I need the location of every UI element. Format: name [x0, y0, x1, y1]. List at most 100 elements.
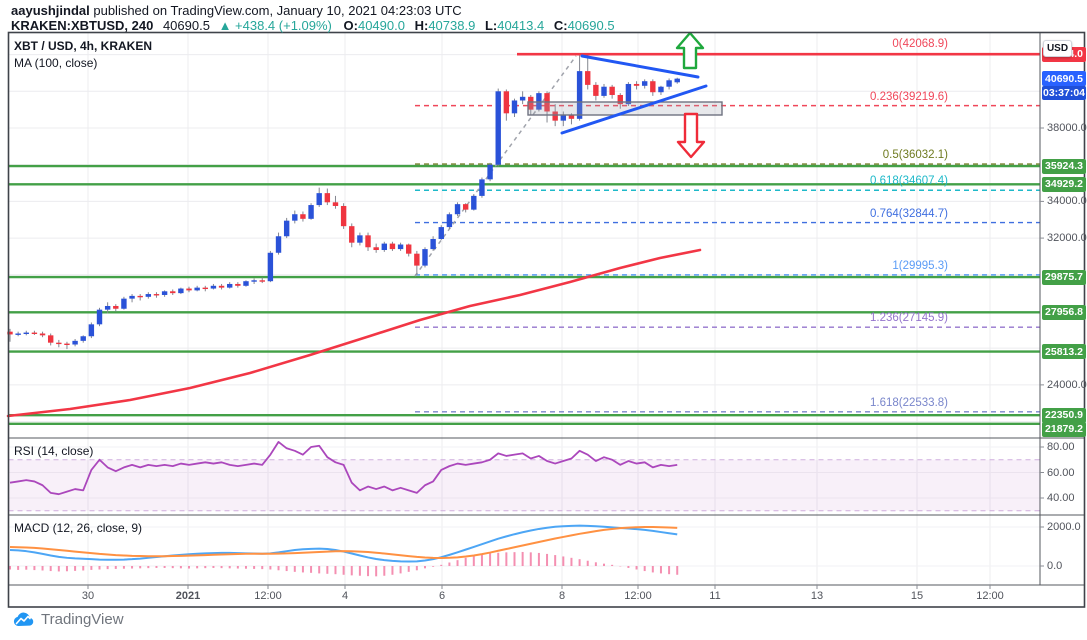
candle-body [397, 244, 404, 250]
time-tick-label[interactable]: 8 [558, 590, 566, 602]
low-value: 40413.4 [497, 18, 545, 33]
candle-body [113, 305, 119, 309]
candle-body [601, 86, 607, 96]
candle-body [31, 332, 38, 334]
rsi-tick-label: 60.00 [1047, 466, 1075, 479]
time-tick-label[interactable]: 15 [910, 590, 924, 602]
candle-body [283, 220, 290, 237]
price-change: ▲ +438.4 (+1.09%) [218, 18, 332, 33]
bar-countdown-label: 03:37:04 [1042, 86, 1086, 101]
candle-body [625, 83, 632, 105]
support-price-label: 22350.9 [1042, 407, 1086, 423]
candle-body [446, 214, 453, 228]
candle-body [308, 205, 314, 219]
candle-body [218, 285, 225, 288]
tradingview-logo[interactable]: TradingView [12, 611, 124, 628]
tradingview-logo-text: TradingView [41, 611, 124, 628]
time-tick-label[interactable]: 30 [81, 590, 95, 602]
candle-body [666, 80, 672, 87]
close-value: 40690.5 [567, 18, 615, 33]
time-tick-label[interactable]: 6 [438, 590, 446, 602]
support-price-label: 29875.7 [1042, 269, 1086, 285]
rsi-line [9, 440, 678, 496]
candle-body [414, 253, 420, 266]
rsi-legend[interactable]: RSI (14, close) [14, 444, 94, 458]
time-tick-label[interactable]: 12:00 [624, 590, 652, 602]
chart-legend-symbol[interactable]: XBT / USD, 4h, KRAKEN [14, 39, 153, 53]
ohlc-line: KRAKEN:XBTUSD, 240 40690.5 ▲ +438.4 (+1.… [11, 18, 615, 33]
candle-body [56, 342, 62, 345]
candle-body [430, 239, 436, 250]
candle-body [511, 100, 518, 114]
candle-body [422, 249, 428, 266]
candle-body [479, 179, 485, 196]
time-tick-label[interactable]: 4 [341, 590, 349, 602]
breakdown-down-arrow [676, 112, 706, 159]
candle-body [121, 298, 127, 309]
candle-body [39, 333, 46, 336]
fib-level-label: 0(42068.9) [892, 38, 948, 51]
candle-body [495, 91, 501, 165]
high-value: 40738.9 [428, 18, 476, 33]
candle-body [137, 295, 143, 298]
high-label: H: [414, 18, 429, 33]
rsi-tick-label: 40.00 [1047, 492, 1075, 504]
candle-body [617, 94, 623, 105]
chart-legend-ma[interactable]: MA (100, close) [14, 56, 98, 70]
candle-body [194, 287, 200, 291]
price-tick-label: 32000.0 [1047, 232, 1087, 245]
time-tick-label[interactable]: 12:00 [976, 590, 1004, 602]
candle-body [64, 343, 70, 345]
candle-body [324, 193, 331, 203]
candle-body [609, 86, 615, 95]
candle-body [275, 236, 282, 253]
time-tick-label[interactable]: 13 [810, 590, 824, 602]
candle-body [560, 115, 567, 121]
support-price-label: 27956.8 [1042, 304, 1086, 320]
candle-body [519, 96, 526, 101]
time-tick-label[interactable]: 12:00 [254, 590, 282, 602]
candle-body [129, 295, 135, 299]
rsi-tick-label: 80.00 [1047, 441, 1075, 453]
support-price-label: 34929.2 [1042, 176, 1086, 192]
fib-level-label: 0.618(34607.4) [869, 175, 948, 188]
candle-body [170, 291, 176, 294]
macd-legend[interactable]: MACD (12, 26, close, 9) [14, 521, 143, 535]
currency-toggle-button[interactable]: USD [1043, 40, 1072, 57]
fib-level-label: 1(29995.3) [892, 259, 948, 272]
publish-line: aayushjindal published on TradingView.co… [11, 3, 462, 18]
macd-signal-line [9, 526, 678, 560]
candle-body [454, 204, 461, 215]
candle-body [186, 288, 192, 291]
breakout-up-arrow [675, 31, 705, 70]
candle-body [552, 111, 558, 121]
candle-body [178, 288, 184, 294]
candle-body [235, 283, 241, 286]
candle-body [153, 294, 160, 296]
last-price-label: 40690.5 [1042, 71, 1086, 87]
support-price-label: 35924.3 [1042, 158, 1086, 174]
ma-100-line [6, 248, 702, 418]
time-tick-label[interactable]: 11 [709, 590, 721, 602]
low-label: L: [484, 18, 498, 33]
candle-body [373, 247, 379, 251]
time-tick-label[interactable]: 2021 [175, 590, 201, 602]
candle-body [251, 280, 257, 282]
candle-body [145, 294, 152, 297]
candle-body [585, 71, 591, 85]
fib-level-label: 0.764(32844.7) [869, 207, 948, 220]
fib-diagonal-line [414, 55, 577, 277]
candle-body [650, 81, 656, 93]
candle-body [210, 285, 217, 289]
price-tick-label: 38000.0 [1047, 122, 1087, 134]
candle-body [674, 78, 680, 83]
candle-body [406, 244, 412, 254]
open-value: 40490.0 [357, 18, 405, 33]
macd-tick-label: 0.0 [1047, 560, 1063, 572]
candle-body [365, 235, 371, 248]
candle-body [202, 287, 208, 290]
candle-body [267, 252, 274, 282]
candle-body [15, 333, 21, 335]
candle-body [300, 214, 306, 219]
